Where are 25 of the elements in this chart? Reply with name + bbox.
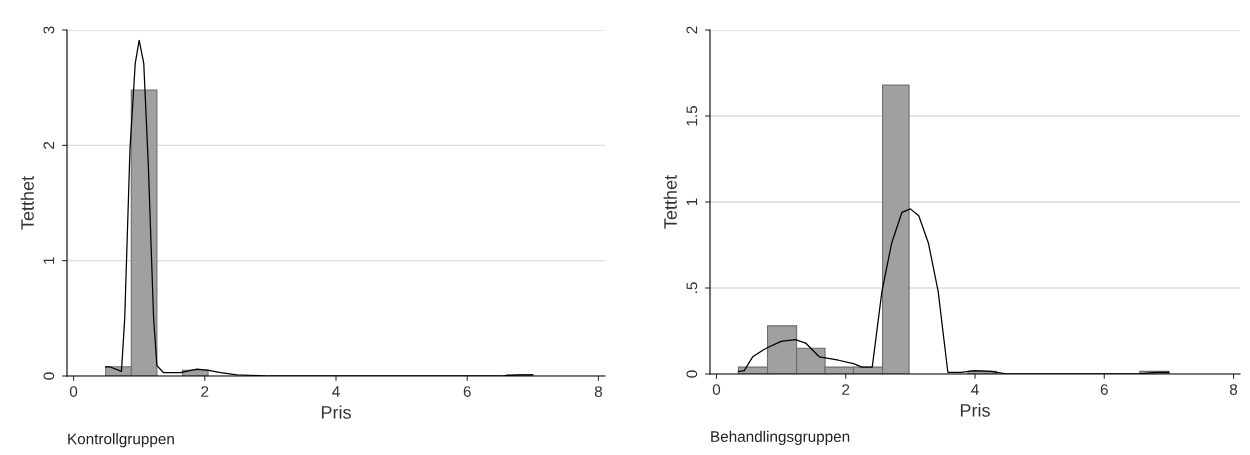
y-axis-title: Tetthet [663, 175, 677, 229]
y-tick-label: 0 [43, 372, 55, 380]
x-axis-title: Pris [321, 405, 351, 419]
x-tick-label: 0 [69, 386, 78, 397]
y-tick-label: 0 [686, 370, 698, 378]
x-tick-label: 4 [332, 386, 340, 397]
x-tick-label: 8 [594, 386, 603, 397]
text: Behandlingsgruppen [711, 430, 850, 445]
y-tick-label: 1 [686, 198, 698, 206]
x-axis-title: Pris [960, 403, 990, 417]
y-tick-label: 2 [43, 141, 55, 149]
y-tick-label: .5 [686, 282, 698, 293]
y-axis-title: Tetthet [20, 176, 34, 230]
y-tick-label: 1.5 [686, 106, 698, 126]
x-tick-label: 2 [201, 386, 209, 397]
x-tick-label: 0 [712, 384, 721, 395]
x-tick-label: 6 [1100, 384, 1108, 395]
x-tick-label: 4 [971, 384, 979, 395]
x-tick-label: 6 [463, 386, 471, 397]
x-tick-label: 8 [1229, 384, 1238, 395]
y-tick-label: 3 [43, 26, 55, 34]
y-tick-label: 2 [686, 26, 698, 34]
x-tick-label: 2 [842, 384, 850, 395]
text: Kontrollgruppen [68, 433, 174, 448]
y-tick-label: 1 [43, 257, 55, 264]
